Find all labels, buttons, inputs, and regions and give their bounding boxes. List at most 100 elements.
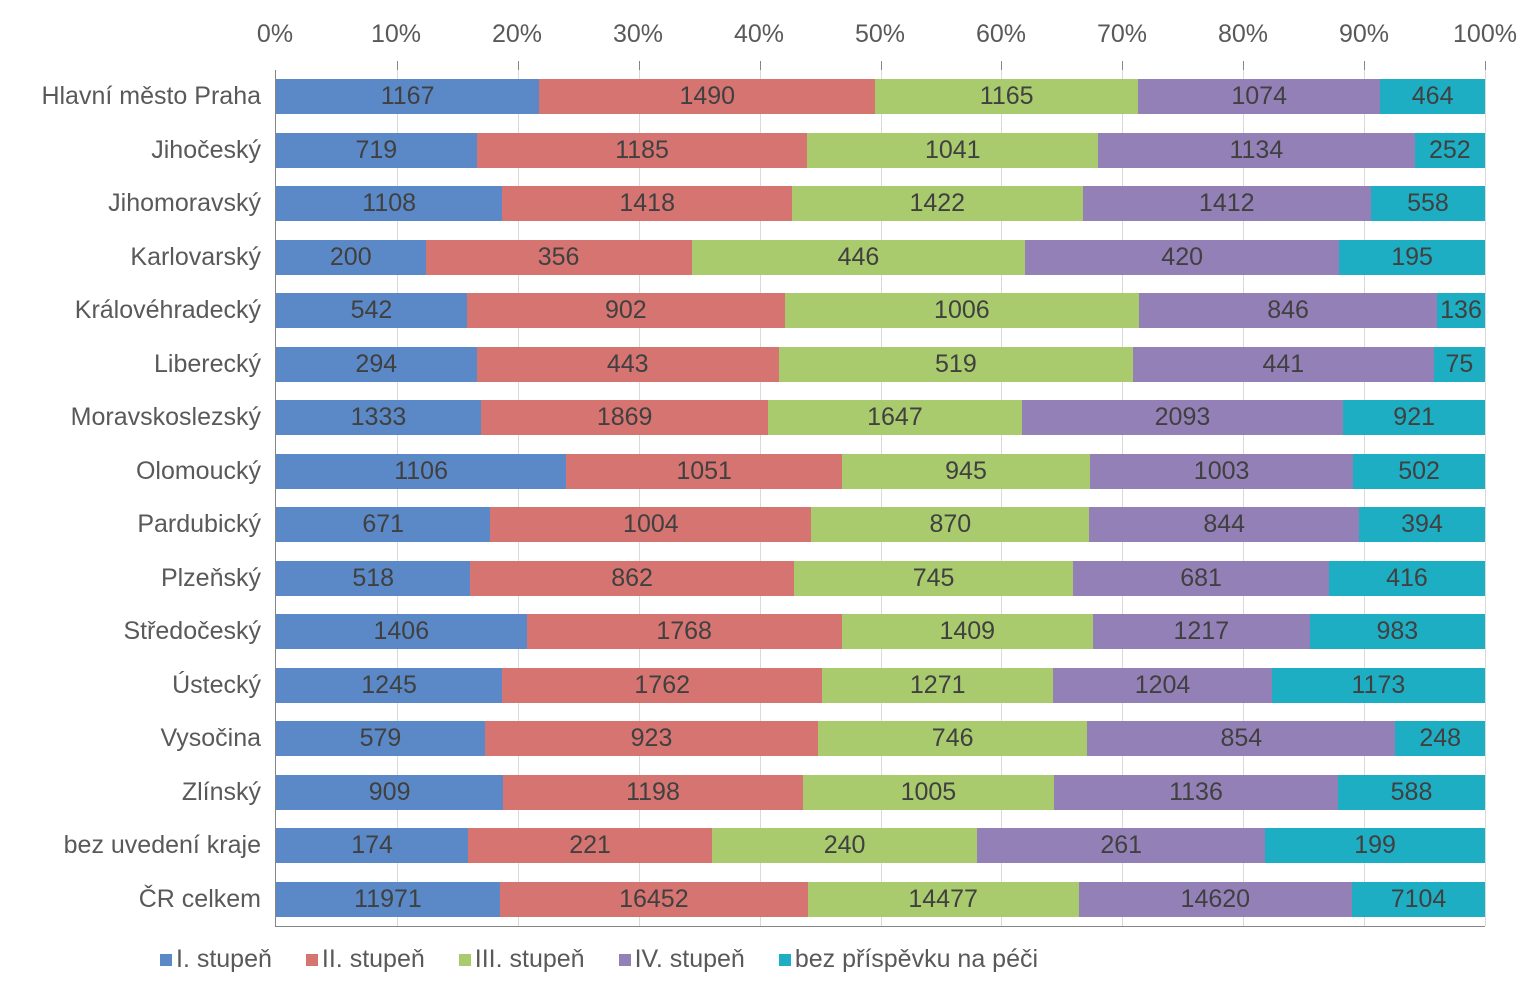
table-row: 110610519451003502 xyxy=(276,445,1485,499)
segment-value: 464 xyxy=(1412,82,1454,111)
segment-value: 136 xyxy=(1440,296,1482,325)
tick-mark xyxy=(1122,61,1123,70)
segment-value: 862 xyxy=(611,564,653,593)
bar-segment: 519 xyxy=(779,347,1133,382)
table-row: 1108141814221412558 xyxy=(276,177,1485,231)
bar-segment: 420 xyxy=(1025,240,1339,275)
bar-segment: 1165 xyxy=(875,79,1138,114)
segment-value: 441 xyxy=(1263,350,1305,379)
tick-mark xyxy=(518,61,519,70)
segment-value: 1406 xyxy=(373,617,429,646)
legend-item: bez příspěvku na péči xyxy=(779,945,1038,974)
bar-segment: 518 xyxy=(276,561,470,596)
segment-value: 75 xyxy=(1445,350,1473,379)
bar-segment: 558 xyxy=(1371,186,1485,221)
segment-value: 252 xyxy=(1429,136,1471,165)
legend: I. stupeňII. stupeňIII. stupeňIV. stupeň… xyxy=(160,945,1485,974)
category-label: Středočeský xyxy=(20,605,275,659)
segment-value: 1333 xyxy=(351,403,407,432)
segment-value: 1106 xyxy=(394,457,448,486)
segment-value: 1204 xyxy=(1135,671,1191,700)
segment-value: 443 xyxy=(607,350,649,379)
table-row: 1167 1490 1165 1074 464 xyxy=(276,70,1485,124)
bars-inner: 1167149011651074464719118510411134252110… xyxy=(276,70,1485,926)
stacked-bar: 542 9021006846136 xyxy=(276,293,1485,328)
legend-item: III. stupeň xyxy=(459,945,585,974)
bar-segment: 248 xyxy=(1395,721,1485,756)
stacked-bar: 29444351944175 xyxy=(276,347,1485,382)
legend-swatch xyxy=(779,954,791,966)
stacked-bar: 719118510411134252 xyxy=(276,133,1485,168)
bar-segment: 846 xyxy=(1139,293,1437,328)
segment-value: 14620 xyxy=(1181,885,1251,914)
stacked-bar: 200356446420195 xyxy=(276,240,1485,275)
bar-segment: 681 xyxy=(1073,561,1329,596)
segment-value: 1245 xyxy=(361,671,417,700)
table-row: 29444351944175 xyxy=(276,338,1485,392)
bar-segment: 2093 xyxy=(1022,400,1344,435)
bar-segment: 200 xyxy=(276,240,426,275)
segment-value: 394 xyxy=(1401,510,1443,539)
tick-mark xyxy=(397,61,398,70)
bar-segment: 502 xyxy=(1353,454,1485,489)
segment-value: 1108 xyxy=(362,189,416,218)
segment-value: 248 xyxy=(1419,724,1461,753)
bar-segment: 1412 xyxy=(1083,186,1371,221)
bar-segment: 136 xyxy=(1437,293,1485,328)
bar-segment: 671 xyxy=(276,507,490,542)
bar-segment: 902 xyxy=(467,293,785,328)
bar-segment: 75 xyxy=(1434,347,1485,382)
bar-segment: 1333 xyxy=(276,400,481,435)
segment-value: 542 xyxy=(351,296,393,325)
bar-segment: 909 xyxy=(276,775,503,810)
bar-segment: 1185 xyxy=(477,133,808,168)
segment-value: 11971 xyxy=(354,885,422,914)
category-label: Vysočina xyxy=(20,712,275,766)
segment-value: 588 xyxy=(1391,778,1433,807)
bar-segment: 1136 xyxy=(1054,775,1338,810)
stacked-bar: 6711004870844394 xyxy=(276,507,1485,542)
bar-segment: 844 xyxy=(1089,507,1359,542)
tick-mark xyxy=(1243,61,1244,70)
segment-value: 240 xyxy=(824,831,866,860)
segment-value: 420 xyxy=(1161,243,1203,272)
bar-segment: 394 xyxy=(1359,507,1485,542)
segment-value: 1134 xyxy=(1229,136,1283,165)
segment-value: 1490 xyxy=(679,82,735,111)
plot-area: Hlavní město PrahaJihočeskýJihomoravskýK… xyxy=(20,70,1485,927)
segment-value: 1647 xyxy=(867,403,923,432)
bar-segment: 1167 xyxy=(276,79,539,114)
category-label: Královéhradecký xyxy=(20,284,275,338)
legend-swatch xyxy=(619,954,631,966)
bar-segment: 14620 xyxy=(1079,882,1353,917)
bar-segment: 1198 xyxy=(503,775,803,810)
legend-item: IV. stupeň xyxy=(619,945,745,974)
bar-segment: 1173 xyxy=(1272,668,1485,703)
category-label: Olomoucký xyxy=(20,445,275,499)
segment-value: 844 xyxy=(1203,510,1245,539)
segment-value: 1217 xyxy=(1173,617,1229,646)
segment-value: 1167 xyxy=(381,82,435,111)
stacked-bar: 119711645214477146207104 xyxy=(276,882,1485,917)
bar-segment: 745 xyxy=(794,561,1074,596)
segment-value: 1136 xyxy=(1169,778,1223,807)
bar-segment: 579 xyxy=(276,721,485,756)
x-tick: 100% xyxy=(1453,20,1517,49)
bar-segment: 11971 xyxy=(276,882,500,917)
bar-segment: 1006 xyxy=(785,293,1139,328)
bar-segment: 862 xyxy=(470,561,793,596)
segment-value: 983 xyxy=(1376,617,1418,646)
segment-value: 1074 xyxy=(1231,82,1287,111)
bar-segment: 7104 xyxy=(1352,882,1485,917)
table-row: 6711004870844394 xyxy=(276,498,1485,552)
x-tick: 0% xyxy=(257,20,293,49)
bar-segment: 416 xyxy=(1329,561,1485,596)
x-tick: 90% xyxy=(1339,20,1389,49)
legend-swatch xyxy=(160,954,172,966)
table-row: 909119810051136588 xyxy=(276,766,1485,820)
segment-value: 719 xyxy=(355,136,397,165)
bar-segment: 1422 xyxy=(792,186,1083,221)
legend-swatch xyxy=(306,954,318,966)
segment-value: 16452 xyxy=(619,885,689,914)
segment-value: 1762 xyxy=(634,671,690,700)
